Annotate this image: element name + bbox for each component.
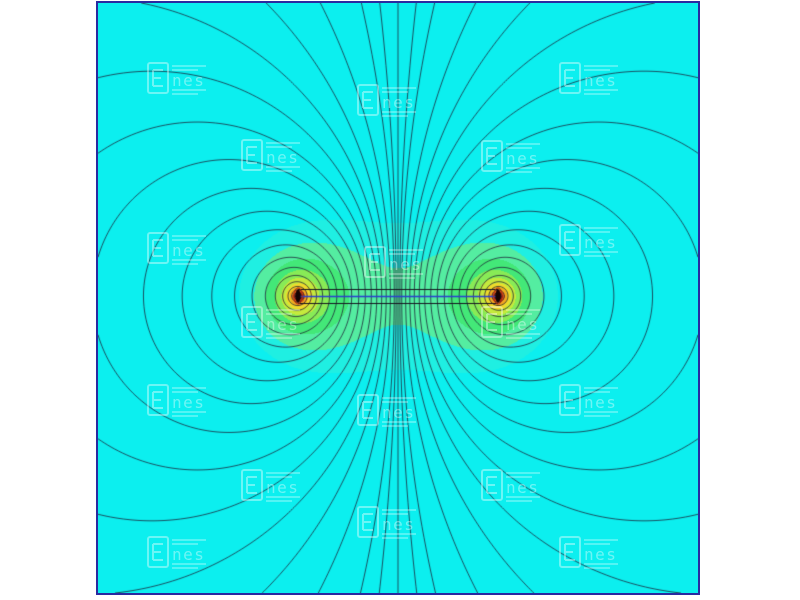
field-plot-frame — [96, 1, 700, 595]
field-plot-canvas — [98, 3, 698, 593]
